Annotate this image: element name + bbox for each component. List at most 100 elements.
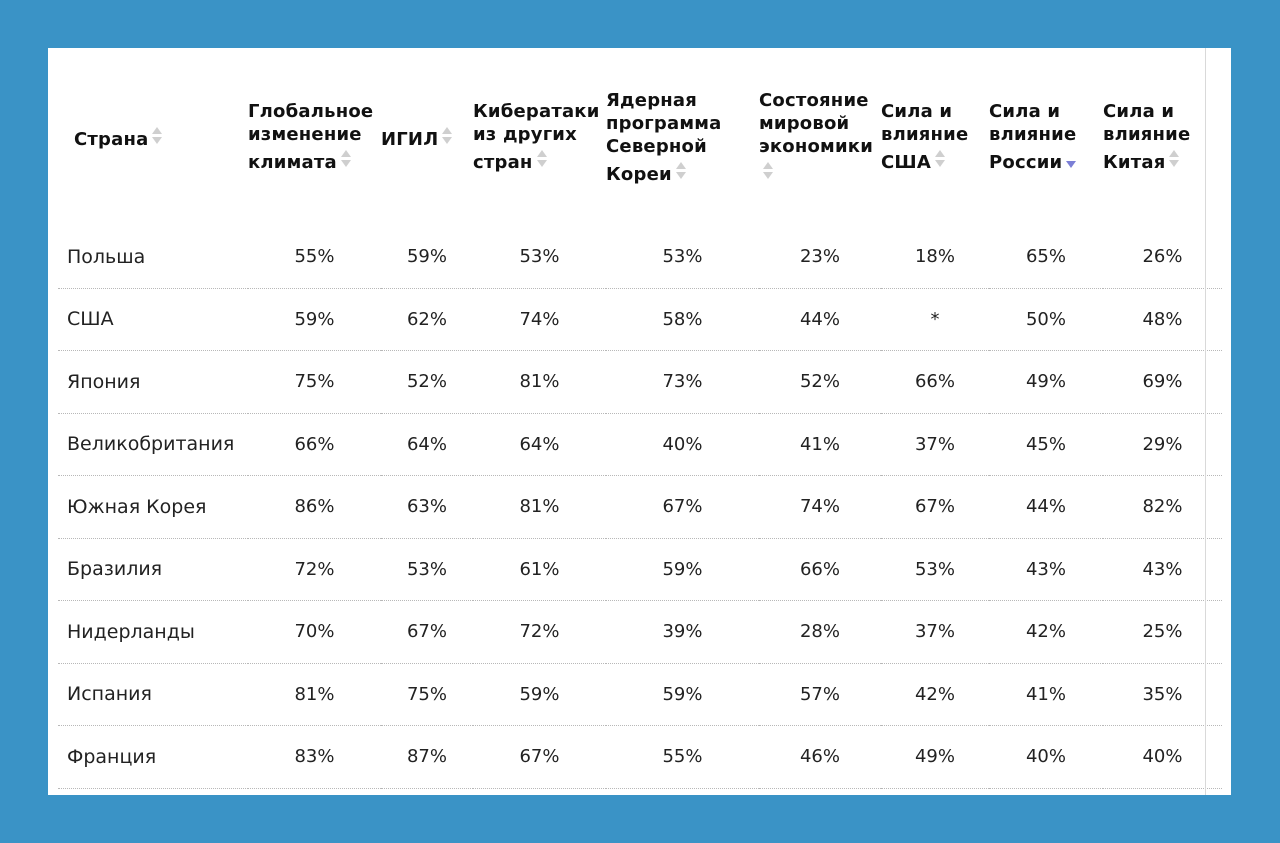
country-cell: Франция bbox=[58, 725, 248, 789]
sort-arrows-icon[interactable] bbox=[535, 146, 549, 172]
column-header-north-korea-nuclear[interactable]: Ядерная программа Северной Кореи bbox=[606, 48, 759, 226]
header-line: изменение bbox=[248, 124, 362, 145]
table-body: Польша 55% 59% 53% 53% 23% 18% 65% 26% США 59% 62% 7… bbox=[58, 226, 1222, 795]
country-cell: США bbox=[58, 288, 248, 351]
percent-cell: 75% bbox=[381, 663, 473, 726]
percent-cell: 53% bbox=[881, 538, 989, 601]
percent-cell: 53% bbox=[473, 226, 606, 289]
percent-cell: 69% bbox=[248, 788, 381, 795]
sort-arrows-icon[interactable] bbox=[674, 158, 688, 184]
column-header-cyberattacks[interactable]: Кибератаки из других стран bbox=[473, 48, 606, 226]
header-line: США bbox=[881, 152, 931, 173]
table-row: США 59% 62% 74% 58% 44% * 50% 48% bbox=[58, 288, 1222, 351]
percent-cell: 22% bbox=[1103, 788, 1222, 795]
percent-cell: 41% bbox=[759, 413, 881, 476]
survey-table: Страна Глобальное изменение климата ИГИЛ Кибе… bbox=[58, 48, 1222, 795]
table-row: Испания 81% 75% 59% 59% 57% 42% 41% 35% bbox=[58, 663, 1222, 726]
percent-cell: 55% bbox=[473, 788, 606, 795]
country-cell: Испания bbox=[58, 663, 248, 726]
percent-cell: 59% bbox=[473, 663, 606, 726]
column-header-us-power[interactable]: Сила и влияние США bbox=[881, 48, 989, 226]
percent-cell: 61% bbox=[473, 538, 606, 601]
data-table-panel: Страна Глобальное изменение климата ИГИЛ Кибе… bbox=[48, 48, 1231, 795]
column-header-climate-change[interactable]: Глобальное изменение климата bbox=[248, 48, 381, 226]
column-header-china-power[interactable]: Сила и влияние Китая bbox=[1103, 48, 1222, 226]
header-line: Ядерная bbox=[606, 89, 698, 111]
percent-cell: 59% bbox=[248, 288, 381, 351]
percent-cell: 41% bbox=[606, 788, 759, 795]
percent-cell: 67% bbox=[473, 725, 606, 789]
header-line: программа bbox=[606, 112, 722, 134]
percent-cell: 25% bbox=[1103, 600, 1222, 664]
percent-cell: 42% bbox=[989, 600, 1103, 664]
header-line: Глобальное bbox=[248, 101, 374, 122]
column-header-russia-power[interactable]: Сила и влияние России bbox=[989, 48, 1103, 226]
percent-cell: 64% bbox=[473, 413, 606, 476]
table-row: Южная Корея 86% 63% 81% 67% 74% 67% 44% 82% bbox=[58, 475, 1222, 539]
percent-cell: 27% bbox=[759, 788, 881, 795]
header-line: мировой bbox=[759, 112, 850, 134]
percent-cell: 42% bbox=[881, 663, 989, 726]
column-header-isis[interactable]: ИГИЛ bbox=[381, 48, 473, 226]
percent-cell: 37% bbox=[881, 413, 989, 476]
column-header-world-economy[interactable]: Состояние мировой экономики bbox=[759, 48, 881, 226]
percent-cell: 46% bbox=[759, 725, 881, 789]
sort-arrows-icon[interactable] bbox=[933, 146, 947, 172]
sort-arrows-icon[interactable] bbox=[440, 123, 454, 149]
percent-cell: 75% bbox=[248, 350, 381, 414]
table-row: Франция 83% 87% 67% 55% 46% 49% 40% 40% bbox=[58, 725, 1222, 789]
header-line: Состояние bbox=[759, 89, 869, 111]
country-cell: Нидерланды bbox=[58, 600, 248, 664]
country-cell: Бразилия bbox=[58, 538, 248, 601]
header-line: России bbox=[989, 152, 1063, 173]
percent-cell: 23% bbox=[759, 226, 881, 289]
percent-cell: 40% bbox=[989, 725, 1103, 789]
column-header-label: Ядерная программа Северной Кореи bbox=[606, 89, 728, 186]
percent-cell: 87% bbox=[381, 725, 473, 789]
sort-arrows-icon[interactable] bbox=[339, 146, 353, 172]
country-cell: Южная Корея bbox=[58, 475, 248, 539]
percent-cell: 48% bbox=[1103, 288, 1222, 351]
header-line: влияние bbox=[1103, 124, 1191, 145]
percent-cell: 72% bbox=[473, 600, 606, 664]
percent-cell: 81% bbox=[473, 475, 606, 539]
header-line: экономики bbox=[759, 135, 874, 157]
percent-cell: 64% bbox=[381, 413, 473, 476]
percent-cell: 66% bbox=[248, 413, 381, 476]
table-row: Польша 55% 59% 53% 53% 23% 18% 65% 26% bbox=[58, 226, 1222, 289]
percent-cell: 44% bbox=[989, 475, 1103, 539]
percent-cell: 29% bbox=[1103, 413, 1222, 476]
percent-cell: 49% bbox=[989, 350, 1103, 414]
percent-cell: 45% bbox=[989, 413, 1103, 476]
percent-cell: 66% bbox=[881, 350, 989, 414]
percent-cell: 52% bbox=[759, 350, 881, 414]
percent-cell: 49% bbox=[881, 725, 989, 789]
sort-arrows-icon[interactable] bbox=[1167, 146, 1181, 172]
sort-arrows-icon[interactable] bbox=[150, 123, 164, 149]
percent-cell: 53% bbox=[381, 538, 473, 601]
country-cell: Япония bbox=[58, 350, 248, 414]
sort-descending-icon[interactable] bbox=[1064, 146, 1078, 172]
column-header-label: Глобальное изменение климата bbox=[248, 100, 379, 174]
column-header-label: Сила и влияние России bbox=[989, 100, 1084, 174]
column-header-country[interactable]: Страна bbox=[58, 48, 248, 226]
table-header: Страна Глобальное изменение климата ИГИЛ Кибе… bbox=[58, 48, 1222, 226]
table-row: Япония 75% 52% 81% 73% 52% 66% 49% 69% bbox=[58, 350, 1222, 414]
table-row: Нидерланды 70% 67% 72% 39% 28% 37% 42% 25% bbox=[58, 600, 1222, 664]
header-line: Сила и bbox=[881, 101, 953, 122]
percent-cell: 37% bbox=[881, 600, 989, 664]
header-line: Китая bbox=[1103, 152, 1166, 173]
sort-arrows-icon[interactable] bbox=[761, 158, 775, 184]
percent-cell: 67% bbox=[381, 600, 473, 664]
percent-cell: 74% bbox=[473, 288, 606, 351]
percent-cell: 26% bbox=[1103, 226, 1222, 289]
header-line: ИГИЛ bbox=[381, 129, 439, 150]
percent-cell: 55% bbox=[248, 226, 381, 289]
percent-cell: 61% bbox=[381, 788, 473, 795]
percent-cell: 69% bbox=[1103, 350, 1222, 414]
percent-cell: 74% bbox=[759, 475, 881, 539]
table-row: Великобритания 66% 64% 64% 40% 41% 37% 45% 29% bbox=[58, 413, 1222, 476]
column-header-label: Сила и влияние Китая bbox=[1103, 100, 1196, 174]
header-line: из других bbox=[473, 124, 577, 145]
percent-cell: 44% bbox=[759, 288, 881, 351]
